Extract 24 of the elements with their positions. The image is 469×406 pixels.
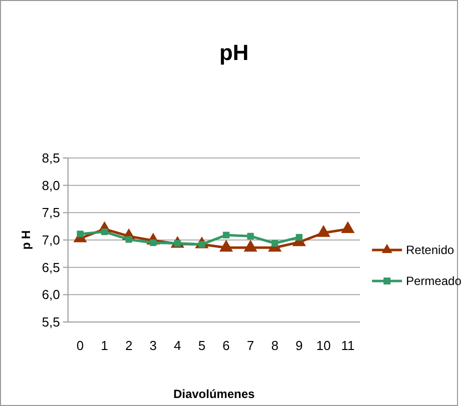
x-tick-label: 1 [100, 338, 108, 353]
y-tick-label: 8,5 [42, 150, 60, 166]
x-tick-label: 6 [222, 338, 230, 353]
x-tick-label: 11 [341, 338, 355, 353]
y-tick-label: 5,5 [42, 314, 60, 330]
legend-label: Retenido [406, 243, 454, 258]
x-tick-label: 0 [76, 338, 84, 353]
x-tick-label: 4 [174, 338, 182, 353]
x-tick-label: 2 [125, 338, 132, 353]
x-axis-title: Diavolúmenes [173, 387, 255, 401]
x-tick-label: 8 [271, 338, 278, 353]
chart-title: pH [219, 40, 249, 65]
y-tick-label: 6,5 [42, 260, 60, 275]
x-tick-label: 3 [150, 338, 157, 353]
y-tick-label: 8,0 [42, 178, 60, 193]
x-tick-label: 9 [296, 338, 303, 353]
y-axis-title: p H [19, 230, 33, 250]
y-tick-label: 7,0 [42, 232, 60, 248]
x-tick-label: 5 [198, 338, 206, 353]
x-tick-label: 7 [246, 338, 254, 353]
y-tick-label: 7,5 [42, 205, 60, 220]
y-tick-label: 6,0 [42, 287, 60, 302]
legend-label: Permeado [406, 274, 462, 288]
x-tick-label: 10 [316, 338, 331, 353]
